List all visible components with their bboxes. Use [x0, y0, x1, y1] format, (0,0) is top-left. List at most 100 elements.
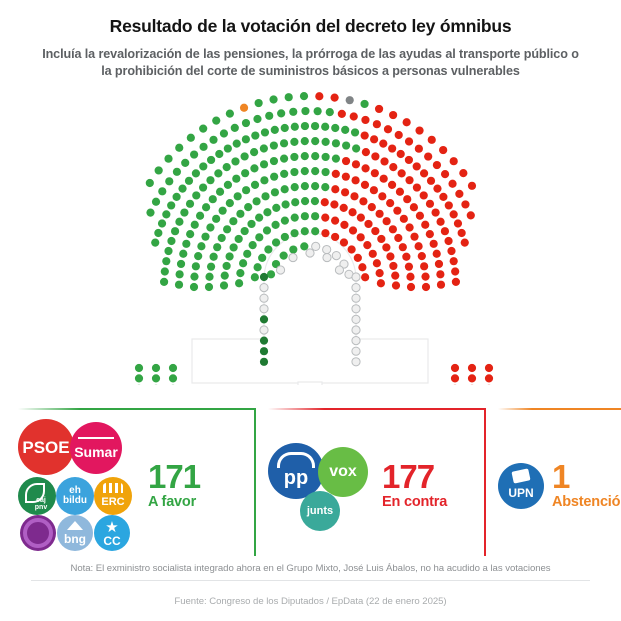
seat-dot — [300, 152, 309, 161]
seat-dot — [236, 209, 245, 219]
party-logo-label: PSOE — [22, 437, 70, 457]
seat-dot — [397, 169, 406, 178]
box-top-edge-contra — [268, 408, 486, 410]
seat-dot — [134, 364, 144, 373]
footer-divider — [31, 580, 590, 581]
seat-dot — [239, 259, 248, 268]
seat-dot — [290, 213, 299, 222]
seat-dot — [356, 213, 365, 222]
seat-dot — [371, 227, 380, 236]
seat-dot — [191, 262, 200, 271]
seat-dot — [460, 238, 469, 247]
seat-dot — [300, 227, 309, 236]
seat-dot — [300, 242, 309, 251]
cc-star-icon: ★ — [105, 519, 119, 536]
seat-dot — [301, 107, 310, 116]
seat-dot — [393, 206, 402, 215]
seat-dot — [404, 137, 414, 146]
seat-dot — [421, 272, 430, 281]
seat-dot — [241, 135, 250, 144]
seat-dot — [375, 269, 384, 278]
seat-dot — [439, 146, 448, 155]
seat-dot — [234, 235, 243, 244]
seat-dot — [351, 357, 361, 367]
seat-dot — [348, 226, 358, 235]
seat-dot — [181, 158, 190, 168]
seat-dot — [459, 169, 468, 178]
seat-dot — [154, 229, 163, 238]
seat-dot — [334, 265, 345, 275]
seat-dot — [223, 144, 232, 153]
seat-dot — [321, 213, 330, 222]
seat-dot — [382, 217, 391, 226]
party-logo-label: eh bildu — [63, 485, 87, 506]
seat-dot — [351, 283, 361, 293]
seat-dot — [376, 279, 385, 288]
seat-dot — [391, 271, 400, 280]
party-logo-label: eaj pnv — [34, 497, 48, 511]
seat-dot — [176, 260, 186, 269]
seat-dot — [145, 179, 154, 188]
seat-dot — [218, 206, 227, 215]
seat-dot — [290, 229, 299, 238]
seat-dot — [288, 253, 298, 263]
seat-dot — [339, 259, 349, 269]
seat-dot — [372, 259, 381, 268]
seat-dot — [350, 128, 360, 137]
seat-dot — [178, 184, 187, 193]
seat-dot — [380, 157, 389, 166]
seat-dot — [271, 238, 281, 247]
seat-dot — [289, 107, 298, 117]
seat-dot — [341, 126, 350, 135]
seat-dot — [175, 270, 184, 279]
seat-dot — [347, 245, 356, 254]
seat-dot — [300, 167, 309, 176]
seat-dot — [250, 148, 259, 157]
seat-dot — [436, 217, 445, 227]
seat-dot — [174, 280, 184, 290]
seat-dot — [379, 174, 388, 184]
tally-favor: 171 A favor — [148, 460, 201, 511]
seat-dot — [300, 122, 310, 131]
seat-dot — [461, 200, 470, 209]
seat-dot — [410, 232, 419, 241]
seat-dot — [449, 210, 458, 219]
label-favor: A favor — [148, 494, 197, 511]
seat-dot — [236, 269, 245, 278]
party-logo-podemos — [20, 515, 56, 551]
seat-dot — [421, 283, 431, 292]
seat-dot — [199, 142, 208, 152]
seat-dot — [300, 182, 309, 191]
seat-dot — [403, 195, 412, 204]
seat-dot — [311, 227, 320, 236]
seat-dot — [134, 374, 144, 383]
seat-dot — [299, 92, 309, 101]
party-logo-label: vox — [329, 463, 357, 480]
seat-dot — [258, 253, 267, 263]
seat-dot — [386, 252, 395, 261]
seat-dot — [261, 192, 270, 201]
seat-dot — [151, 364, 161, 373]
party-logo-pnv: eaj pnv — [18, 477, 56, 515]
seat-dot — [244, 203, 253, 212]
seat-dot — [259, 293, 269, 304]
seat-dot — [208, 195, 217, 204]
seat-dot — [353, 253, 362, 263]
seat-dot — [388, 144, 397, 153]
seat-dot — [311, 182, 320, 191]
seat-dot — [241, 119, 251, 128]
party-logo-bng: bng — [57, 515, 93, 551]
seat-dot — [223, 225, 232, 234]
seat-dot — [265, 111, 274, 121]
party-logo-cc: CC ★ — [94, 515, 130, 551]
seat-dot — [409, 203, 419, 212]
box-right-edge-favor — [254, 408, 256, 556]
seat-dot — [406, 272, 415, 282]
seat-dot — [455, 190, 464, 199]
seat-dot — [322, 253, 332, 263]
seat-dot — [251, 131, 260, 140]
seat-dot — [206, 262, 216, 271]
seat-dot — [378, 192, 387, 201]
seat-dot — [370, 169, 379, 178]
hemicycle-chart — [0, 85, 621, 386]
